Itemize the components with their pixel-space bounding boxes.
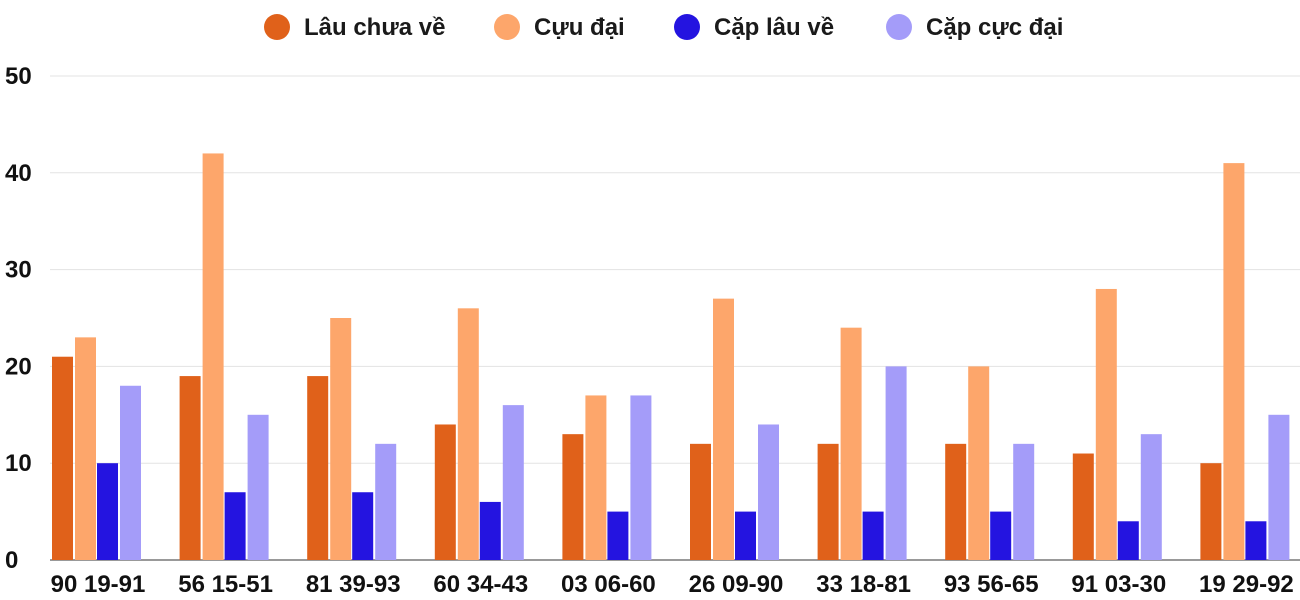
bar-1-2 — [330, 318, 352, 560]
y-tick-label-10: 10 — [5, 450, 32, 477]
bar-0-9 — [1200, 463, 1222, 560]
legend-label-3: Cặp cực đại — [926, 14, 1063, 41]
bar-3-6 — [885, 366, 907, 560]
legend: Lâu chưa về Cựu đại Cặp lâu về Cặp cực đại — [264, 14, 1063, 41]
x-tick-label-4: 03 06-60 — [561, 571, 656, 598]
bar-3-7 — [1013, 443, 1035, 560]
bar-1-1 — [202, 153, 224, 560]
bar-2-2 — [352, 492, 374, 560]
x-tick-label-8: 91 03-30 — [1071, 571, 1166, 598]
x-tick-label-0: 90 19-91 — [51, 571, 146, 598]
y-tick-label-50: 50 — [5, 63, 32, 90]
bar-2-1 — [224, 492, 246, 560]
y-axis: 0 10 20 30 40 50 — [5, 63, 32, 574]
bar-1-5 — [713, 298, 734, 560]
bar-2-3 — [479, 501, 501, 560]
bar-3-1 — [247, 414, 269, 560]
bar-3-0 — [120, 385, 141, 560]
bar-2-9 — [1245, 521, 1267, 560]
bar-1-9 — [1223, 163, 1245, 560]
bar-2-0 — [97, 463, 118, 560]
bar-0-2 — [307, 376, 329, 560]
bar-0-6 — [817, 443, 839, 560]
bars — [52, 153, 1290, 560]
bar-3-8 — [1140, 434, 1162, 560]
y-tick-label-40: 40 — [5, 160, 32, 187]
y-tick-label-30: 30 — [5, 257, 32, 284]
bar-3-2 — [375, 443, 397, 560]
legend-swatch-1 — [494, 14, 520, 40]
bar-0-5 — [690, 443, 711, 560]
legend-label-0: Lâu chưa về — [304, 14, 445, 41]
x-tick-label-2: 81 39-93 — [306, 571, 401, 598]
bar-2-7 — [990, 511, 1012, 560]
x-tick-label-9: 19 29-92 — [1199, 571, 1294, 598]
x-tick-label-6: 33 18-81 — [816, 571, 911, 598]
x-tick-label-1: 56 15-51 — [178, 571, 273, 598]
x-axis: 90 19-91 56 15-51 81 39-93 60 34-43 03 06-60… — [51, 571, 1294, 598]
bar-1-8 — [1095, 288, 1117, 560]
legend-label-1: Cựu đại — [534, 14, 625, 41]
y-tick-label-0: 0 — [5, 547, 18, 574]
bar-0-4 — [562, 434, 584, 560]
legend-swatch-0 — [264, 14, 290, 40]
bar-0-8 — [1072, 453, 1094, 560]
y-tick-label-20: 20 — [5, 353, 32, 380]
bar-1-4 — [585, 395, 607, 560]
x-tick-label-7: 93 56-65 — [944, 571, 1039, 598]
bar-0-1 — [179, 376, 201, 560]
x-tick-label-5: 26 09-90 — [689, 571, 784, 598]
bar-1-3 — [457, 308, 479, 560]
bar-2-4 — [607, 511, 629, 560]
bar-1-0 — [75, 337, 96, 560]
bar-2-6 — [862, 511, 884, 560]
bar-3-5 — [758, 424, 779, 560]
legend-swatch-2 — [674, 14, 700, 40]
bar-0-7 — [945, 443, 967, 560]
legend-label-2: Cặp lâu về — [714, 14, 834, 41]
bar-2-5 — [735, 511, 756, 560]
bar-2-8 — [1117, 521, 1139, 560]
legend-swatch-3 — [886, 14, 912, 40]
bar-3-3 — [502, 405, 524, 560]
bar-0-0 — [52, 356, 73, 560]
bar-1-7 — [968, 366, 990, 560]
bar-1-6 — [840, 327, 862, 560]
bar-0-3 — [434, 424, 456, 560]
x-tick-label-3: 60 34-43 — [433, 571, 528, 598]
bar-3-9 — [1268, 414, 1290, 560]
bar-3-4 — [630, 395, 652, 560]
